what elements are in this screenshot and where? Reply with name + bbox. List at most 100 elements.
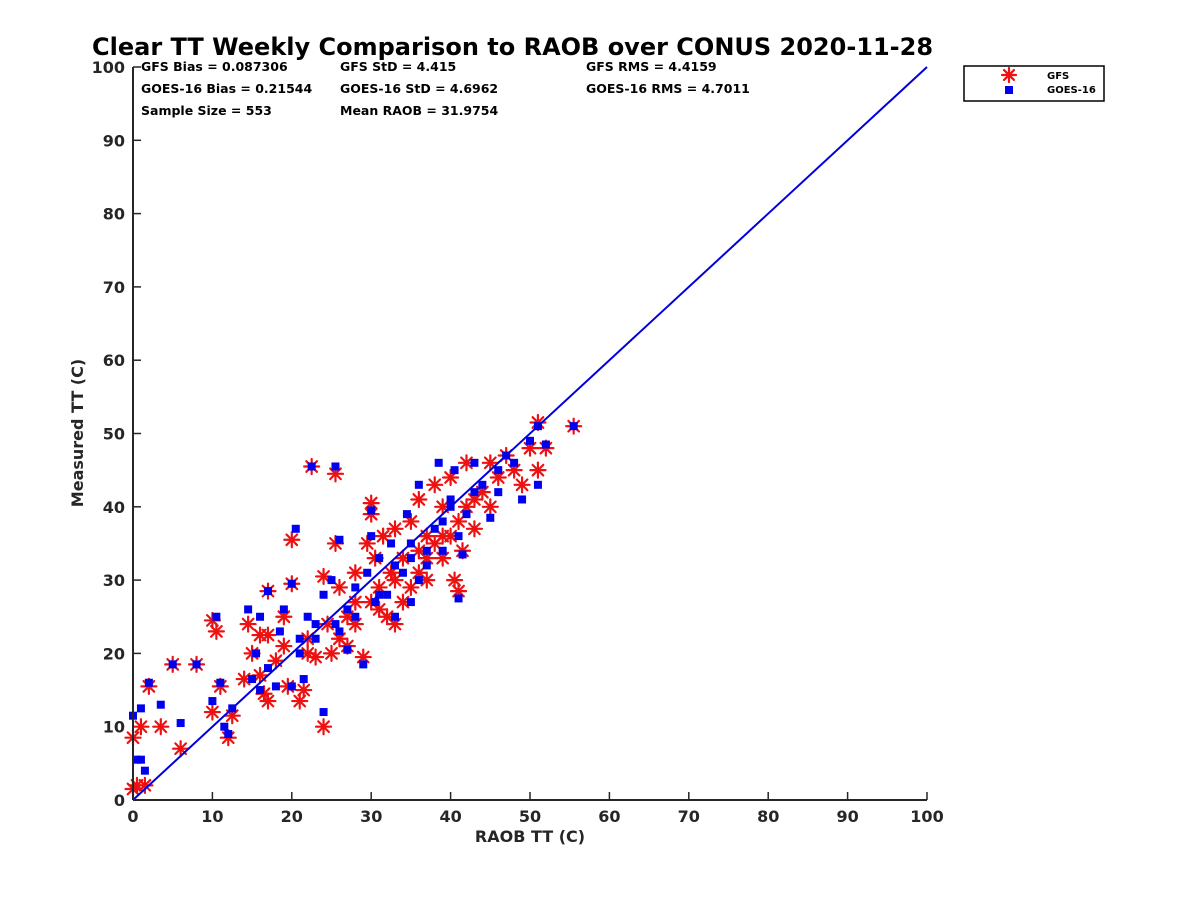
x-tick-label: 60: [598, 807, 620, 826]
goes16-point: [367, 506, 376, 515]
goes16-point: [450, 466, 459, 475]
goes16-point: [256, 612, 265, 621]
y-tick-label: 0: [114, 791, 125, 810]
goes-rms-stat: GOES-16 RMS = 4.7011: [586, 81, 750, 96]
gfs-rms-stat: GFS RMS = 4.4159: [586, 59, 717, 74]
goes16-point: [220, 722, 229, 731]
goes16-point: [422, 561, 431, 570]
goes16-point: [295, 649, 304, 658]
goes16-point: [287, 682, 296, 691]
gfs-point: [465, 520, 484, 538]
gfs-point: [386, 520, 404, 538]
goes16-point: [291, 524, 300, 533]
axes: [132, 67, 927, 801]
goes16-point: [402, 510, 411, 519]
y-tick-label: 80: [103, 205, 125, 224]
gfs-point: [370, 600, 388, 619]
goes16-point: [263, 587, 272, 596]
x-tick-label: 30: [360, 807, 382, 826]
goes16-point: [414, 576, 423, 585]
y-tick-label: 90: [103, 131, 125, 150]
gfs-point: [207, 622, 225, 641]
x-tick-label: 50: [519, 807, 541, 826]
gfs-point: [314, 718, 333, 736]
goes16-point: [387, 539, 396, 548]
goes16-point: [375, 590, 384, 599]
goes16-point: [446, 495, 455, 504]
goes16-point: [168, 660, 177, 669]
gfs-std-stat: GFS StD = 4.415: [340, 59, 456, 74]
goes16-point: [470, 458, 479, 467]
x-tick-label: 90: [836, 807, 858, 826]
goes16-point: [494, 488, 503, 497]
goes-std-stat: GOES-16 StD = 4.6962: [340, 81, 498, 96]
legend-box: [963, 65, 1105, 102]
goes16-point: [319, 590, 328, 599]
goes16-point: [176, 719, 185, 728]
goes16-point: [136, 704, 145, 713]
gfs-point: [418, 571, 436, 589]
gfs-point: [152, 718, 170, 736]
gfs-point: [402, 578, 420, 597]
y-tick-label: 30: [103, 571, 125, 590]
x-tick-label: 10: [201, 807, 223, 826]
legend-goes16-square: [1005, 86, 1013, 94]
goes16-point: [303, 612, 312, 621]
goes16-point: [478, 480, 487, 489]
goes16-point: [438, 517, 447, 526]
goes16-point: [156, 700, 165, 709]
goes16-point: [224, 730, 233, 739]
gfs-point: [445, 571, 464, 589]
y-tick-label: 20: [103, 644, 125, 663]
one-to-one-line: [132, 66, 928, 801]
gfs-point: [283, 531, 301, 549]
axis-ticks: 0 10 20 30 40 50 60 70 80 90 100 0 10 20 30 40 50 60 70 80 9…: [92, 58, 944, 826]
goes16-point: [454, 532, 463, 541]
gfs-point: [295, 681, 313, 699]
reference-line-group: [132, 66, 928, 801]
x-tick-label: 80: [757, 807, 779, 826]
goes16-point: [287, 579, 296, 588]
goes16-point: [371, 598, 380, 607]
gfs-point: [322, 644, 341, 663]
y-tick-label: 10: [103, 718, 125, 737]
goes16-point: [271, 682, 280, 691]
goes16-point: [295, 634, 304, 643]
goes16-point: [319, 708, 328, 717]
goes16-point: [363, 568, 372, 577]
gfs-point: [259, 626, 277, 644]
goes16-point: [343, 645, 352, 654]
goes16-point: [216, 678, 225, 687]
goes16-point: [434, 458, 443, 467]
legend: GFS GOES-16: [963, 65, 1105, 102]
goes16-point: [144, 678, 153, 687]
goes16-point: [335, 535, 344, 544]
goes16-point: [343, 605, 352, 614]
x-axis-label: RAOB TT (C): [475, 827, 585, 846]
goes16-point: [367, 532, 376, 541]
goes16-point: [541, 440, 550, 449]
goes16-point: [494, 466, 503, 475]
goes16-point: [311, 620, 320, 629]
gfs-point: [434, 527, 452, 545]
gfs-point: [529, 461, 547, 479]
mean-raob-stat: Mean RAOB = 31.9754: [340, 103, 498, 118]
gfs-series: [124, 413, 583, 798]
y-tick-label: 40: [103, 498, 125, 517]
goes16-point: [248, 675, 257, 684]
goes16-point: [510, 458, 519, 467]
goes16-point: [391, 612, 400, 621]
goes16-point: [327, 576, 336, 585]
gfs-point: [410, 490, 428, 509]
goes16-point: [569, 422, 578, 431]
gfs-point: [203, 703, 221, 721]
gfs-point: [132, 718, 150, 736]
goes16-point: [311, 634, 320, 643]
y-tick-label: 60: [103, 351, 125, 370]
gfs-point: [394, 549, 412, 567]
x-tick-label: 40: [439, 807, 461, 826]
y-tick-label: 50: [103, 425, 125, 444]
goes16-point: [208, 697, 217, 706]
goes16-point: [335, 627, 344, 636]
goes16-point: [244, 605, 253, 614]
